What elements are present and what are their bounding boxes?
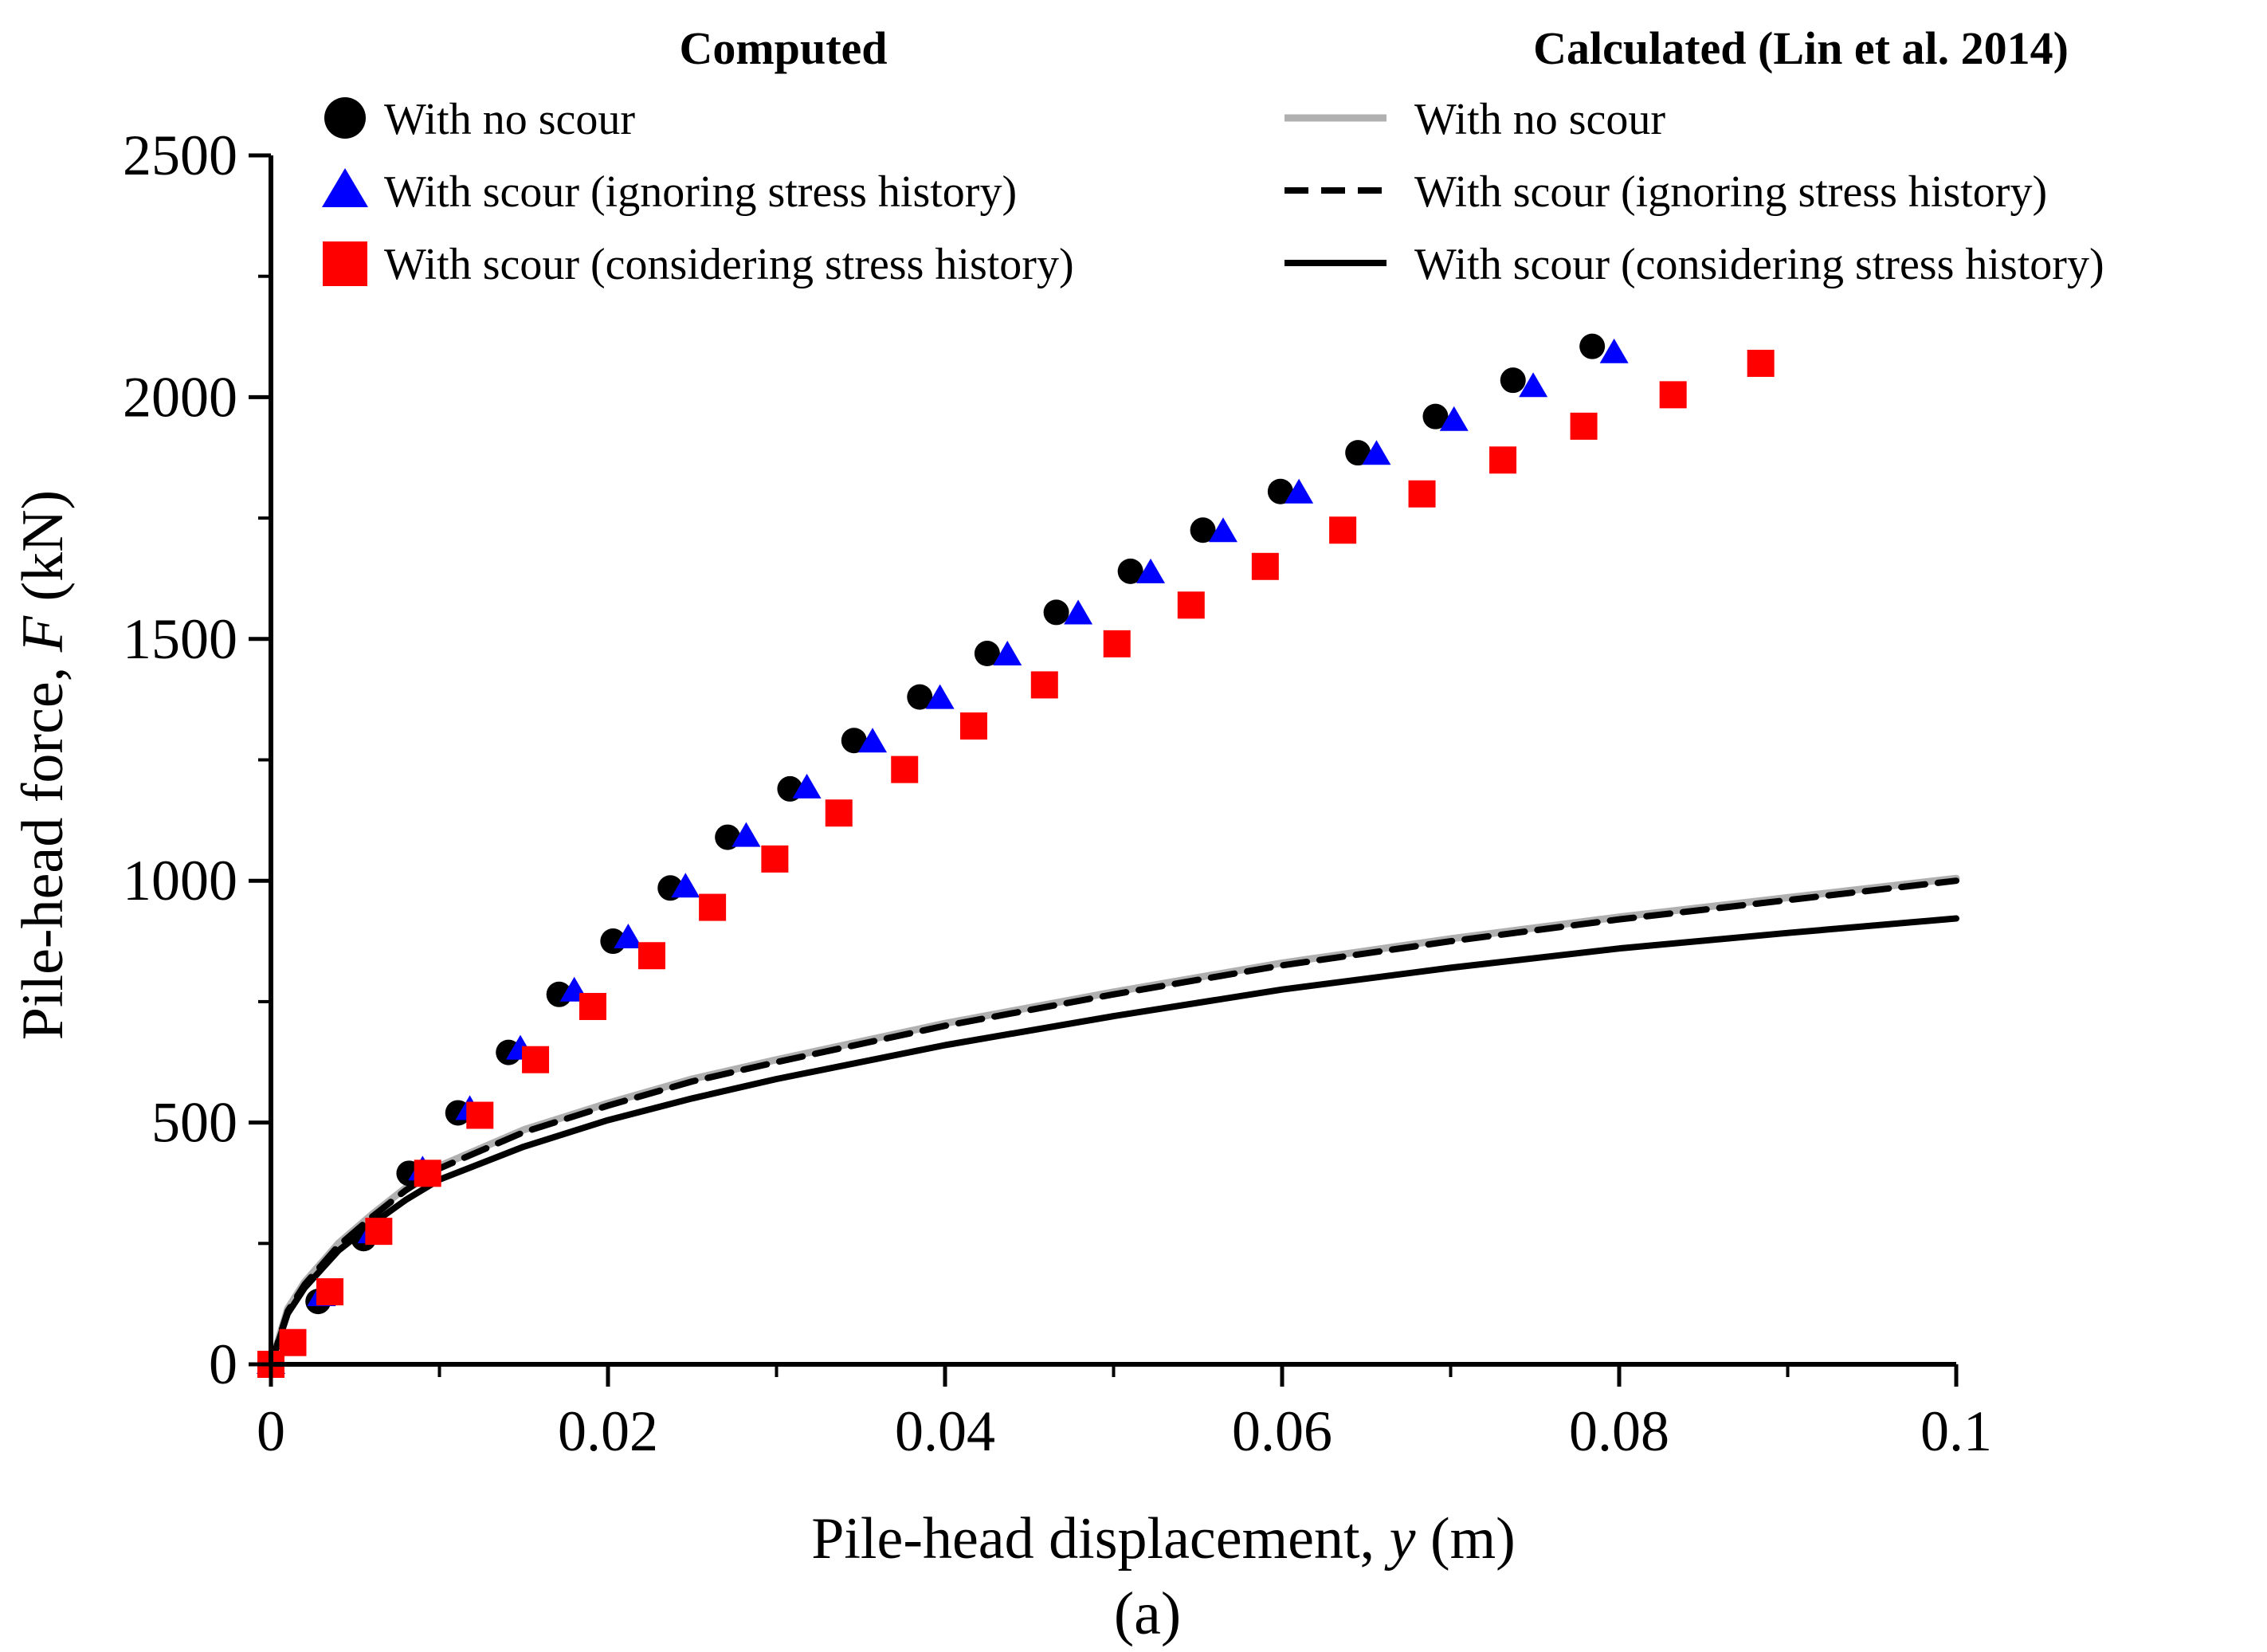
calculated-curve-2 — [268, 877, 1959, 1368]
legend-computed-entry-1: With no scour — [384, 95, 635, 144]
computed-square-point — [1659, 381, 1687, 409]
computed-square-point — [466, 1101, 494, 1129]
y-tick-label: 1000 — [123, 849, 237, 912]
computed-square-point — [825, 799, 853, 827]
legend-computed-title: Computed — [679, 22, 887, 74]
x-axis-title: Pile-head displacement, y (m) — [811, 1506, 1516, 1572]
legend-calculated-entry-3: With scour (considering stress history) — [1414, 240, 2104, 289]
legend-computed-entry-2: With scour (ignoring stress history) — [384, 167, 1017, 217]
computed-square-point — [1747, 349, 1775, 377]
computed-square-point — [1103, 630, 1131, 657]
computed-circle-point — [1579, 333, 1606, 359]
x-tick-label: 0 — [257, 1399, 285, 1463]
computed-square-point — [761, 845, 789, 873]
computed-square-point — [891, 755, 919, 783]
legend-calculated-title: Calculated (Lin et al. 2014) — [1533, 22, 2069, 74]
computed-triangle-point — [1599, 338, 1629, 363]
computed-square-point — [699, 893, 727, 921]
y-axis-title: Pile-head force, F (kN) — [10, 490, 76, 1040]
x-tick-label: 0.1 — [1920, 1399, 1992, 1463]
computed-triangle-point — [858, 728, 888, 753]
computed-circle-point — [1043, 599, 1069, 626]
computed-triangle-point — [1064, 599, 1093, 625]
computed-square-point — [1177, 591, 1205, 619]
computed-square-point — [1251, 552, 1279, 580]
y-tick-label: 0 — [209, 1332, 237, 1396]
computed-square-point — [1329, 516, 1357, 544]
computed-square-point — [365, 1218, 393, 1246]
computed-triangle-point — [993, 641, 1022, 666]
calculated-curves — [267, 874, 1960, 1368]
computed-square-point — [579, 992, 606, 1020]
computed-triangle-point — [792, 773, 822, 799]
computed-circle-point — [1345, 440, 1371, 466]
calculated-curve-3 — [268, 915, 1959, 1368]
computed-square-point — [316, 1277, 344, 1305]
computed-triangle-point — [1285, 478, 1314, 504]
computed-circle-point — [1117, 558, 1143, 584]
panel-label: (a) — [1114, 1580, 1181, 1647]
legend-calculated-entry-1: With no scour — [1414, 95, 1665, 144]
computed-square-point — [1570, 412, 1598, 440]
legend-computed-entry-3: With scour (considering stress history) — [384, 240, 1074, 289]
computed-square-point — [637, 942, 665, 970]
computed-triangle-point — [1136, 558, 1166, 583]
legend-circle-marker — [324, 97, 366, 139]
computed-square-point — [1489, 446, 1517, 474]
computed-square-point — [1030, 671, 1058, 699]
computed-circle-point — [1267, 478, 1293, 504]
computed-circle-point — [841, 728, 867, 754]
computed-square-point — [1408, 480, 1436, 508]
x-tick-label: 0.06 — [1232, 1399, 1332, 1463]
computed-triangle-point — [671, 873, 700, 898]
computed-triangle-point — [1362, 440, 1391, 465]
legend-triangle-marker — [322, 168, 368, 207]
computed-triangle-point — [614, 924, 643, 949]
computed-circle-point — [1422, 403, 1449, 430]
computed-circle-point — [1190, 517, 1216, 543]
x-tick-label: 0.04 — [895, 1399, 995, 1463]
computed-markers — [257, 333, 1775, 1378]
x-tick-label: 0.02 — [558, 1399, 658, 1463]
computed-circle-point — [907, 684, 933, 710]
y-tick-label: 2000 — [123, 365, 237, 429]
computed-circle-point — [974, 641, 1000, 667]
y-tick-label: 1500 — [123, 607, 237, 671]
computed-triangle-point — [1519, 372, 1548, 398]
computed-triangle-point — [1439, 406, 1469, 431]
computed-triangle-point — [925, 684, 955, 709]
calculated-curve-1 — [267, 874, 1960, 1368]
computed-square-point — [522, 1046, 550, 1073]
computed-square-point — [414, 1160, 441, 1187]
legend-square-marker — [323, 241, 367, 286]
computed-square-point — [279, 1328, 307, 1356]
legend-calculated-entry-2: With scour (ignoring stress history) — [1414, 167, 2047, 217]
x-tick-label: 0.08 — [1569, 1399, 1669, 1463]
axes: 0 500 1000 1500 2000 2500 0 0.02 0.04 0.06 0.08 0.1 — [123, 124, 1992, 1463]
computed-circle-point — [1500, 367, 1526, 394]
computed-square-point — [959, 712, 987, 740]
computed-triangle-point — [1208, 517, 1237, 543]
y-tick-label: 2500 — [123, 124, 237, 187]
y-tick-label: 500 — [151, 1091, 237, 1155]
computed-triangle-point — [731, 822, 761, 847]
legend: Computed Calculated (Lin et al. 2014) Wi… — [322, 22, 2104, 289]
